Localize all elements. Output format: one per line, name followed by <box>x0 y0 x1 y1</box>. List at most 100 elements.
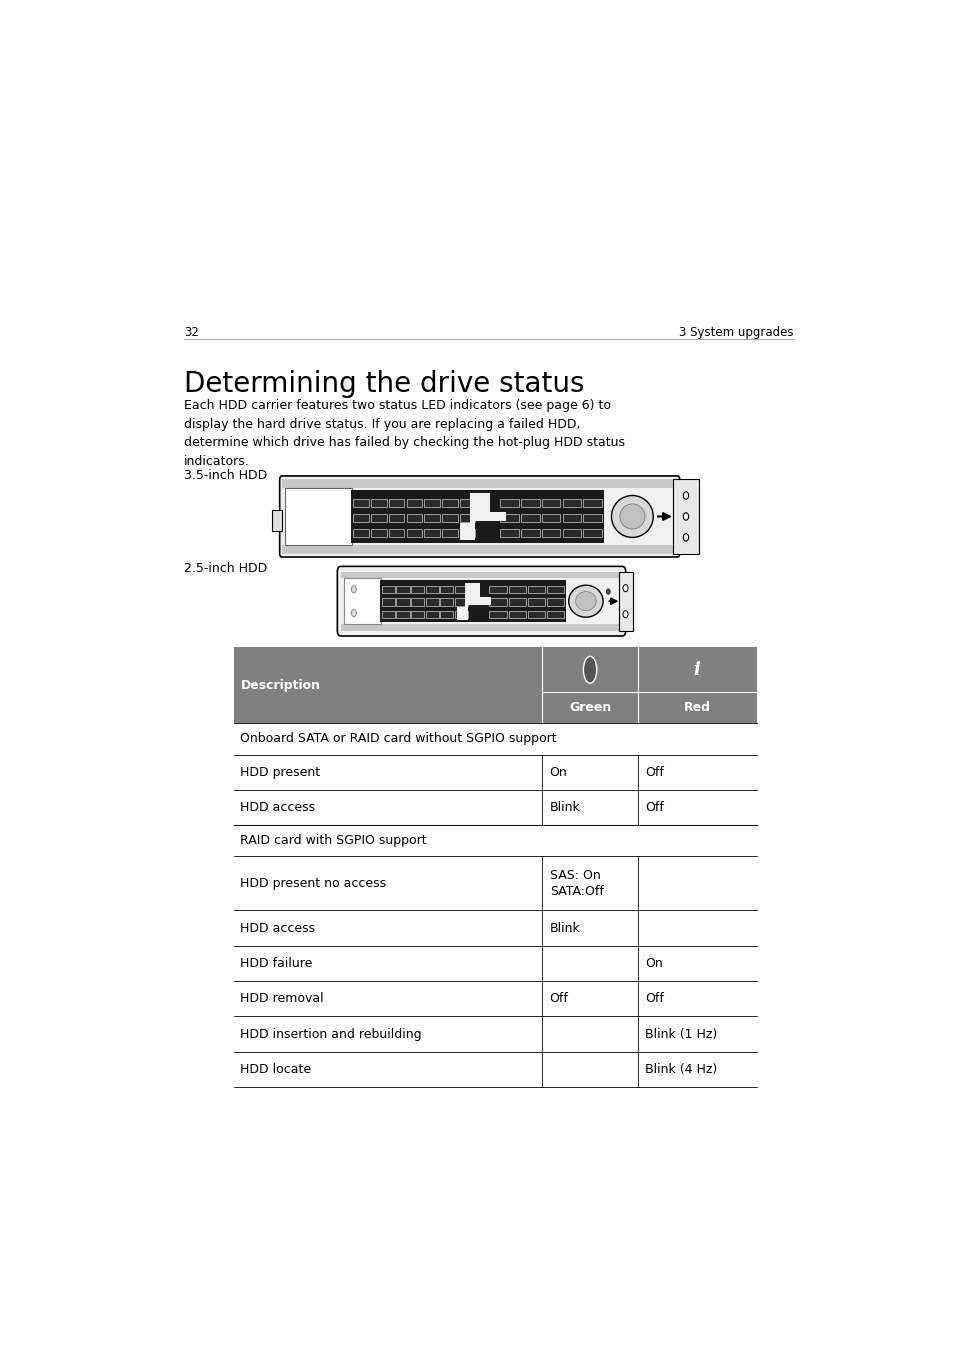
Bar <box>282 545 677 554</box>
Bar <box>489 610 506 618</box>
Bar <box>441 528 457 537</box>
Text: RAID card with SGPIO support: RAID card with SGPIO support <box>239 834 426 848</box>
Text: Red: Red <box>683 701 710 714</box>
Text: Onboard SATA or RAID card without SGPIO support: Onboard SATA or RAID card without SGPIO … <box>239 733 556 745</box>
Text: Blink: Blink <box>549 801 579 814</box>
FancyBboxPatch shape <box>279 477 679 558</box>
Bar <box>411 598 424 606</box>
Bar <box>396 598 409 606</box>
Text: 3.5-inch HDD: 3.5-inch HDD <box>184 468 267 482</box>
Text: 2.5-inch HDD: 2.5-inch HDD <box>184 562 267 575</box>
Bar <box>341 624 621 630</box>
Bar <box>562 498 580 506</box>
Bar <box>396 610 409 618</box>
Text: i: i <box>693 660 700 679</box>
Ellipse shape <box>619 504 644 529</box>
Text: 32: 32 <box>184 325 199 339</box>
Circle shape <box>622 610 627 618</box>
Bar <box>499 513 518 522</box>
Bar <box>439 610 453 618</box>
Bar <box>351 490 603 543</box>
Bar <box>233 648 756 724</box>
Bar <box>527 586 545 594</box>
Text: HDD present: HDD present <box>239 765 319 779</box>
Bar <box>527 598 545 606</box>
Bar <box>583 528 601 537</box>
Bar <box>282 479 677 489</box>
Bar <box>424 528 439 537</box>
Bar <box>489 598 506 606</box>
Text: HDD insertion and rebuilding: HDD insertion and rebuilding <box>239 1027 421 1041</box>
Bar <box>508 598 526 606</box>
Bar <box>455 598 467 606</box>
Bar <box>371 513 386 522</box>
Bar <box>508 586 526 594</box>
Text: HDD failure: HDD failure <box>239 957 312 969</box>
Bar <box>499 498 518 506</box>
Bar <box>520 528 539 537</box>
Bar <box>618 571 633 630</box>
Bar <box>583 513 601 522</box>
Bar <box>424 498 439 506</box>
Text: Description: Description <box>241 679 321 693</box>
Bar <box>341 571 621 578</box>
Ellipse shape <box>575 591 596 610</box>
Text: Off: Off <box>644 765 663 779</box>
Ellipse shape <box>568 585 602 617</box>
Bar <box>411 586 424 594</box>
Text: 3 System upgrades: 3 System upgrades <box>679 325 793 339</box>
Bar <box>459 528 475 537</box>
Bar <box>371 498 386 506</box>
Bar <box>389 513 404 522</box>
Bar <box>406 498 422 506</box>
Bar <box>396 586 409 594</box>
Bar <box>499 528 518 537</box>
Bar <box>508 610 526 618</box>
Bar <box>353 498 369 506</box>
Text: Off: Off <box>644 992 663 1006</box>
Bar <box>381 598 395 606</box>
Bar <box>455 586 467 594</box>
Bar <box>489 586 506 594</box>
Circle shape <box>351 609 356 617</box>
Bar <box>546 610 564 618</box>
Text: On: On <box>644 957 662 969</box>
Text: Each HDD carrier features two status LED indicators (see page 6) to
display the : Each HDD carrier features two status LED… <box>184 400 624 467</box>
Polygon shape <box>456 582 490 620</box>
Bar <box>425 610 438 618</box>
Ellipse shape <box>583 656 597 683</box>
Bar <box>425 598 438 606</box>
Bar <box>284 489 352 545</box>
Bar <box>344 578 380 624</box>
Text: HDD removal: HDD removal <box>239 992 323 1006</box>
Text: Blink: Blink <box>549 922 579 934</box>
Polygon shape <box>459 493 505 540</box>
Bar <box>541 528 559 537</box>
Bar <box>672 479 699 554</box>
Text: Green: Green <box>568 701 611 714</box>
Bar <box>441 513 457 522</box>
Text: Blink (1 Hz): Blink (1 Hz) <box>644 1027 717 1041</box>
Circle shape <box>682 491 688 500</box>
Bar <box>381 610 395 618</box>
Circle shape <box>682 513 688 520</box>
Bar <box>541 513 559 522</box>
Text: HDD access: HDD access <box>239 801 314 814</box>
Bar <box>583 498 601 506</box>
Bar <box>541 498 559 506</box>
Bar <box>272 510 282 532</box>
Bar <box>546 586 564 594</box>
Bar <box>406 513 422 522</box>
Bar <box>424 513 439 522</box>
Text: Blink (4 Hz): Blink (4 Hz) <box>644 1062 717 1076</box>
Circle shape <box>351 586 356 593</box>
Text: HDD locate: HDD locate <box>239 1062 311 1076</box>
Bar <box>411 610 424 618</box>
Text: HDD access: HDD access <box>239 922 314 934</box>
Text: Off: Off <box>644 801 663 814</box>
Bar <box>439 586 453 594</box>
Bar <box>406 528 422 537</box>
Ellipse shape <box>611 495 653 537</box>
Bar <box>425 586 438 594</box>
Bar <box>353 513 369 522</box>
